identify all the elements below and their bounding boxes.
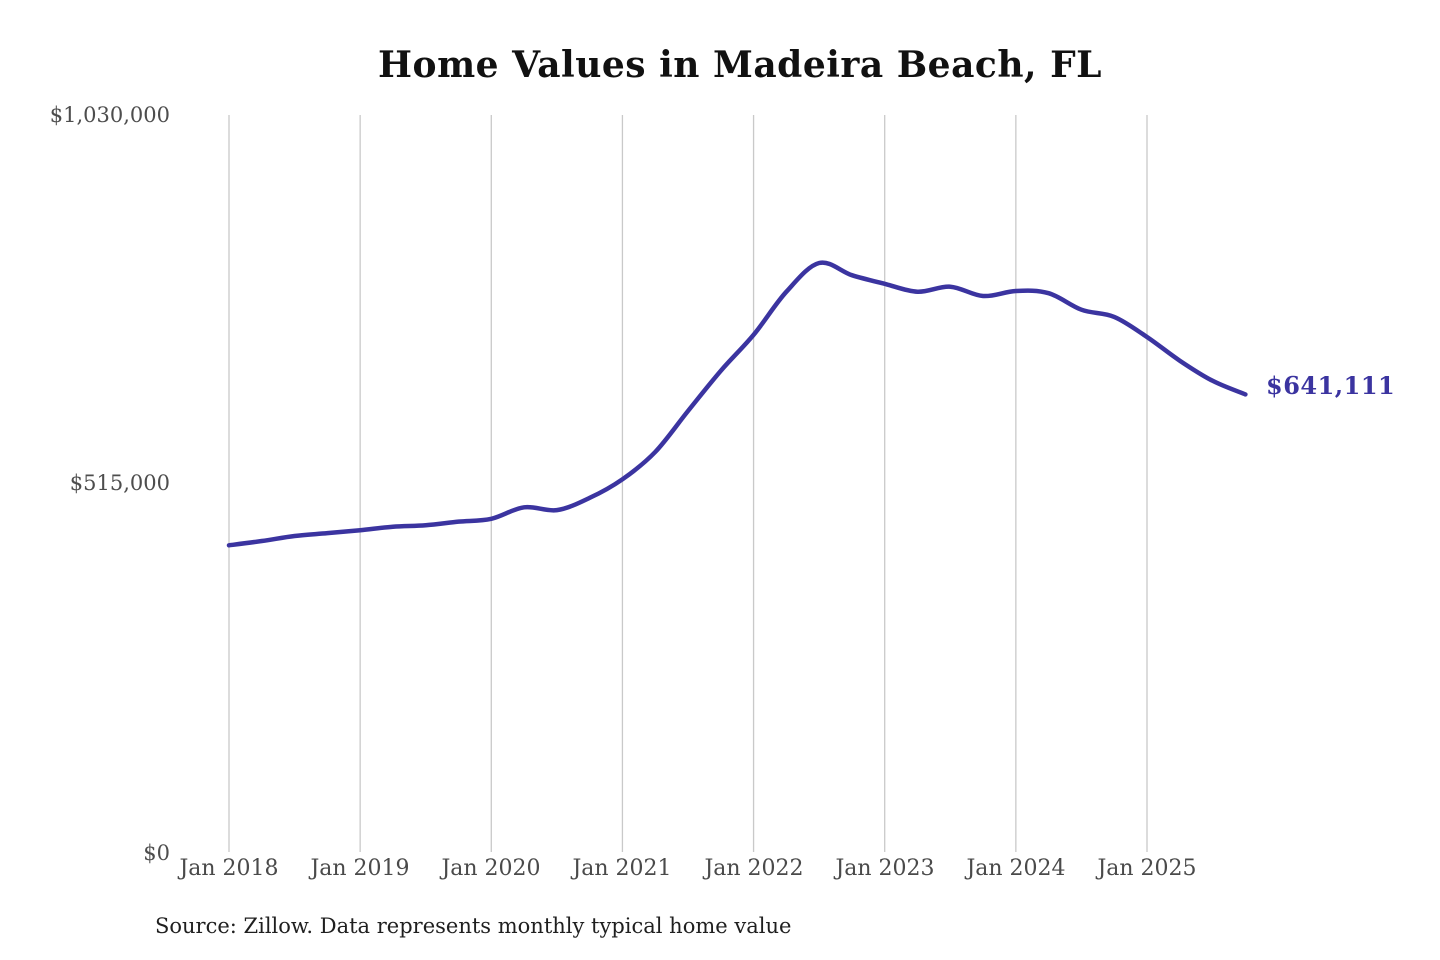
y-axis-tick-mid: $515,000 xyxy=(69,471,170,495)
source-note: Source: Zillow. Data represents monthly … xyxy=(155,914,792,938)
x-axis-tick-2023: Jan 2023 xyxy=(835,856,935,881)
y-axis-tick-max: $1,030,000 xyxy=(49,103,170,127)
x-axis-tick-2019: Jan 2019 xyxy=(310,856,410,881)
x-axis-tick-2025: Jan 2025 xyxy=(1097,856,1197,881)
x-axis-tick-2022: Jan 2022 xyxy=(704,856,804,881)
x-axis-tick-2018: Jan 2018 xyxy=(179,856,279,881)
x-axis-tick-2020: Jan 2020 xyxy=(441,856,541,881)
home-value-line-series xyxy=(226,260,1248,548)
y-axis-tick-zero: $0 xyxy=(143,841,170,865)
x-axis-tick-2024: Jan 2024 xyxy=(966,856,1066,881)
latest-value-label: $641,111 xyxy=(1266,371,1396,400)
chart-title: Home Values in Madeira Beach, FL xyxy=(378,44,1102,86)
x-axis-tick-2021: Jan 2021 xyxy=(572,856,672,881)
